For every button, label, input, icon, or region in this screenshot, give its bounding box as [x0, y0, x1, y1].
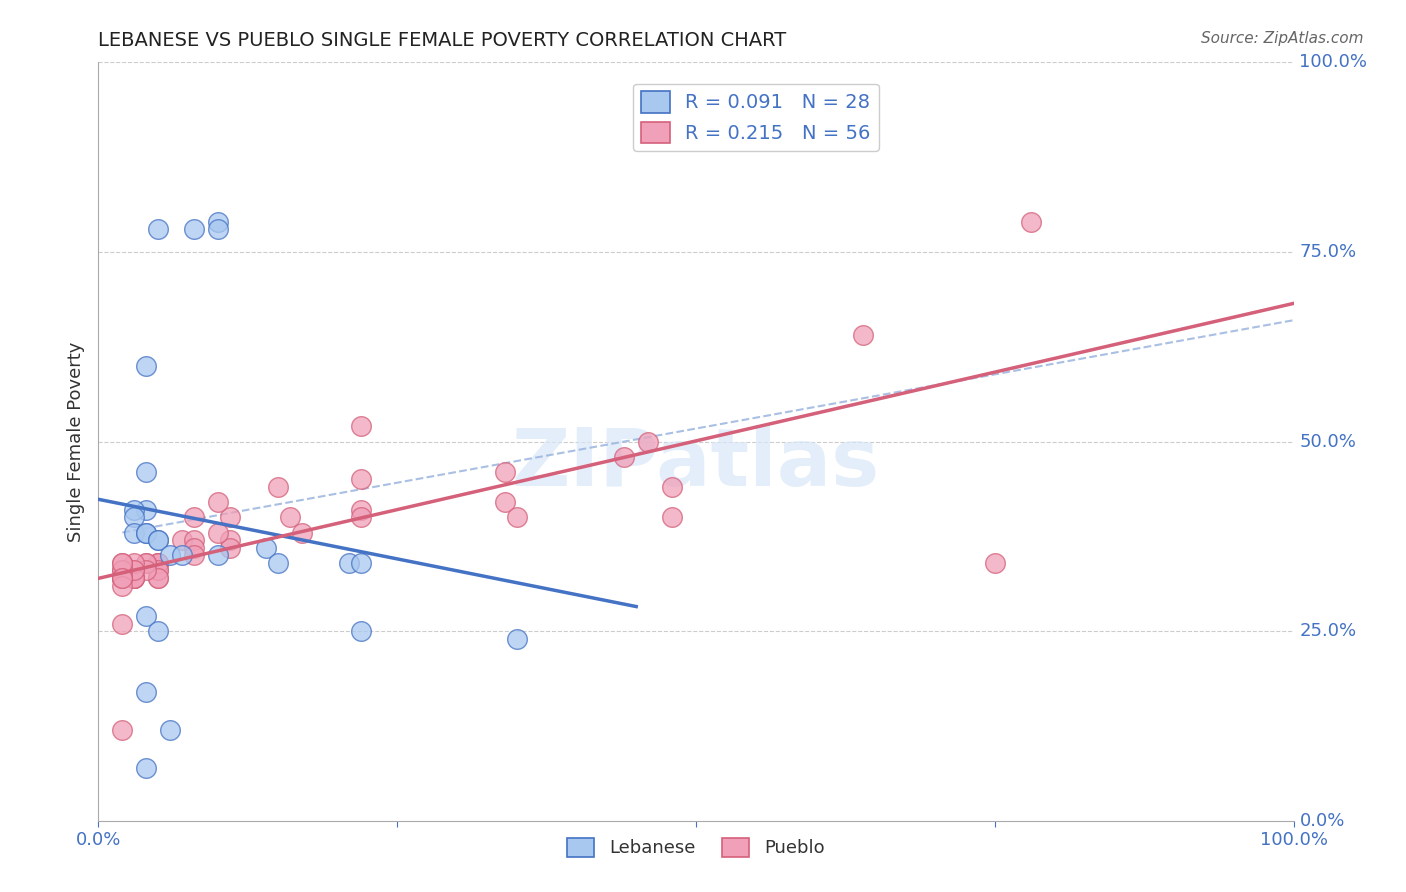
Text: 75.0%: 75.0% — [1299, 243, 1357, 261]
Point — [183, 533, 205, 548]
Point — [183, 548, 205, 563]
Point — [350, 556, 373, 570]
Point — [350, 473, 373, 487]
Point — [207, 222, 229, 236]
Point — [148, 556, 170, 570]
Point — [111, 564, 134, 578]
Point — [148, 533, 170, 548]
Point — [135, 564, 157, 578]
Point — [124, 510, 146, 524]
Point — [267, 556, 290, 570]
Point — [506, 510, 529, 524]
Point — [506, 632, 529, 646]
Point — [135, 465, 157, 479]
Point — [339, 556, 361, 570]
Point — [148, 571, 170, 585]
Point — [148, 624, 170, 639]
Point — [219, 541, 242, 555]
Point — [661, 510, 683, 524]
Point — [124, 564, 146, 578]
Point — [159, 548, 181, 563]
Point — [148, 564, 170, 578]
Point — [148, 564, 170, 578]
Point — [148, 533, 170, 548]
Point — [124, 564, 146, 578]
Point — [350, 419, 373, 434]
Point — [207, 548, 229, 563]
Point — [254, 541, 277, 555]
Point — [111, 571, 134, 585]
Text: 25.0%: 25.0% — [1299, 622, 1357, 640]
Point — [135, 556, 157, 570]
Point — [111, 571, 134, 585]
Point — [111, 616, 134, 631]
Point — [111, 564, 134, 578]
Point — [183, 541, 205, 555]
Text: ZIPatlas: ZIPatlas — [512, 425, 880, 503]
Point — [111, 723, 134, 737]
Point — [135, 556, 157, 570]
Text: Source: ZipAtlas.com: Source: ZipAtlas.com — [1201, 31, 1364, 46]
Point — [124, 571, 146, 585]
Point — [135, 359, 157, 373]
Point — [172, 548, 194, 563]
Point — [267, 480, 290, 494]
Point — [637, 434, 659, 449]
Point — [291, 525, 314, 540]
Point — [148, 556, 170, 570]
Point — [124, 571, 146, 585]
Point — [207, 525, 229, 540]
Point — [124, 525, 146, 540]
Point — [172, 533, 194, 548]
Point — [111, 556, 134, 570]
Point — [183, 510, 205, 524]
Point — [124, 556, 146, 570]
Point — [124, 571, 146, 585]
Point — [613, 450, 636, 464]
Point — [111, 571, 134, 585]
Point — [159, 723, 181, 737]
Point — [984, 556, 1007, 570]
Point — [111, 571, 134, 585]
Point — [350, 503, 373, 517]
Point — [148, 571, 170, 585]
Text: 50.0%: 50.0% — [1299, 433, 1357, 450]
Text: LEBANESE VS PUEBLO SINGLE FEMALE POVERTY CORRELATION CHART: LEBANESE VS PUEBLO SINGLE FEMALE POVERTY… — [98, 30, 787, 50]
Point — [494, 465, 516, 479]
Point — [111, 556, 134, 570]
Point — [135, 525, 157, 540]
Point — [135, 685, 157, 699]
Point — [278, 510, 301, 524]
Y-axis label: Single Female Poverty: Single Female Poverty — [66, 342, 84, 541]
Point — [350, 510, 373, 524]
Point — [135, 503, 157, 517]
Point — [124, 503, 146, 517]
Point — [350, 624, 373, 639]
Point — [207, 214, 229, 228]
Point — [183, 222, 205, 236]
Point — [148, 222, 170, 236]
Point — [124, 571, 146, 585]
Point — [1019, 214, 1042, 228]
Point — [135, 608, 157, 623]
Point — [111, 571, 134, 585]
Text: 100.0%: 100.0% — [1299, 54, 1368, 71]
Point — [148, 556, 170, 570]
Point — [661, 480, 683, 494]
Text: 0.0%: 0.0% — [1299, 812, 1346, 830]
Point — [852, 328, 875, 343]
Point — [207, 495, 229, 509]
Point — [111, 579, 134, 593]
Point — [219, 533, 242, 548]
Legend: Lebanese, Pueblo: Lebanese, Pueblo — [560, 830, 832, 864]
Point — [219, 510, 242, 524]
Point — [135, 760, 157, 774]
Point — [494, 495, 516, 509]
Point — [135, 525, 157, 540]
